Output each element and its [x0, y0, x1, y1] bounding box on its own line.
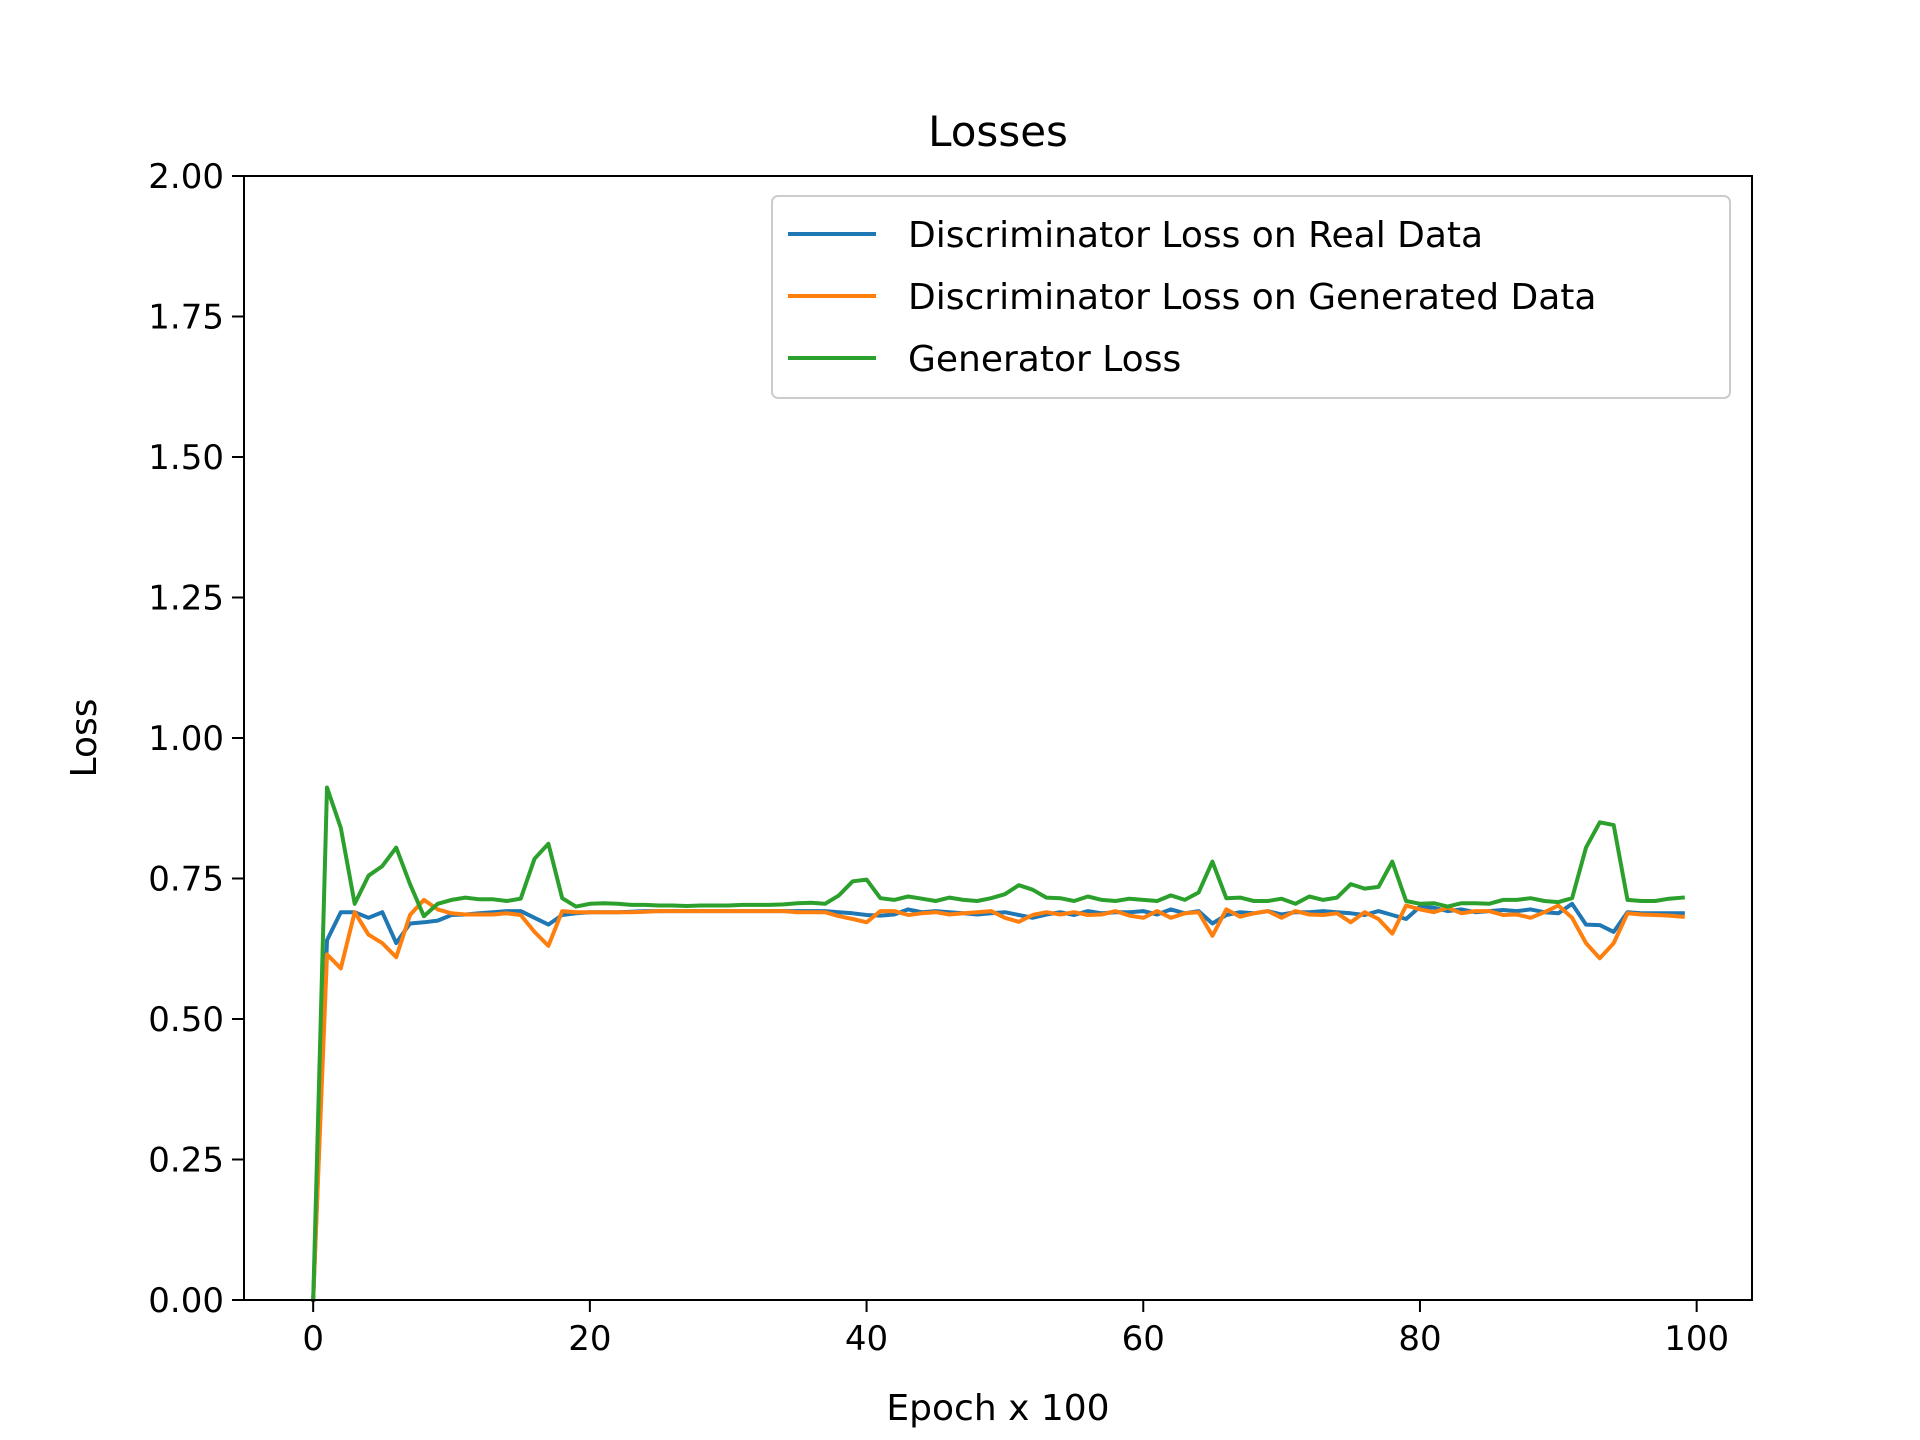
series-line-2	[311, 897, 1685, 1303]
x-tick-label: 60	[1122, 1319, 1165, 1359]
legend: Discriminator Loss on Real Data Discrimin…	[771, 195, 1731, 399]
legend-label-1: Discriminator Loss on Real Data	[908, 215, 1483, 256]
x-tick-label: 100	[1664, 1319, 1729, 1359]
y-tick-label: 1.75	[148, 298, 224, 338]
y-axis: 0.00 0.25 0.50 0.75 1.00 1.25 1.50 1.75 2.00	[148, 157, 244, 1321]
x-tick-label: 0	[302, 1319, 324, 1359]
y-tick-label: 2.00	[148, 157, 224, 197]
legend-box	[771, 195, 1731, 399]
y-tick-label: 1.50	[148, 438, 224, 478]
x-tick-label: 20	[568, 1319, 611, 1359]
legend-label-2: Discriminator Loss on Generated Data	[908, 277, 1596, 318]
x-tick-label: 40	[845, 1319, 888, 1359]
y-tick-label: 1.00	[148, 719, 224, 759]
y-tick-label: 0.25	[148, 1141, 224, 1181]
y-tick-label: 0.75	[148, 860, 224, 900]
y-tick-label: 1.25	[148, 579, 224, 619]
series-line-3	[311, 785, 1685, 1303]
y-tick-label: 0.50	[148, 1000, 224, 1040]
y-axis-label: Loss	[64, 699, 105, 778]
legend-label-3: Generator Loss	[908, 339, 1181, 380]
y-tick-label: 0.00	[148, 1281, 224, 1321]
x-axis-label: Epoch x 100	[886, 1388, 1109, 1429]
x-axis: 0 20 40 60 80 100	[302, 1300, 1729, 1359]
x-tick-label: 80	[1398, 1319, 1441, 1359]
plot-lines	[311, 785, 1685, 1303]
chart-title: Losses	[928, 107, 1068, 156]
